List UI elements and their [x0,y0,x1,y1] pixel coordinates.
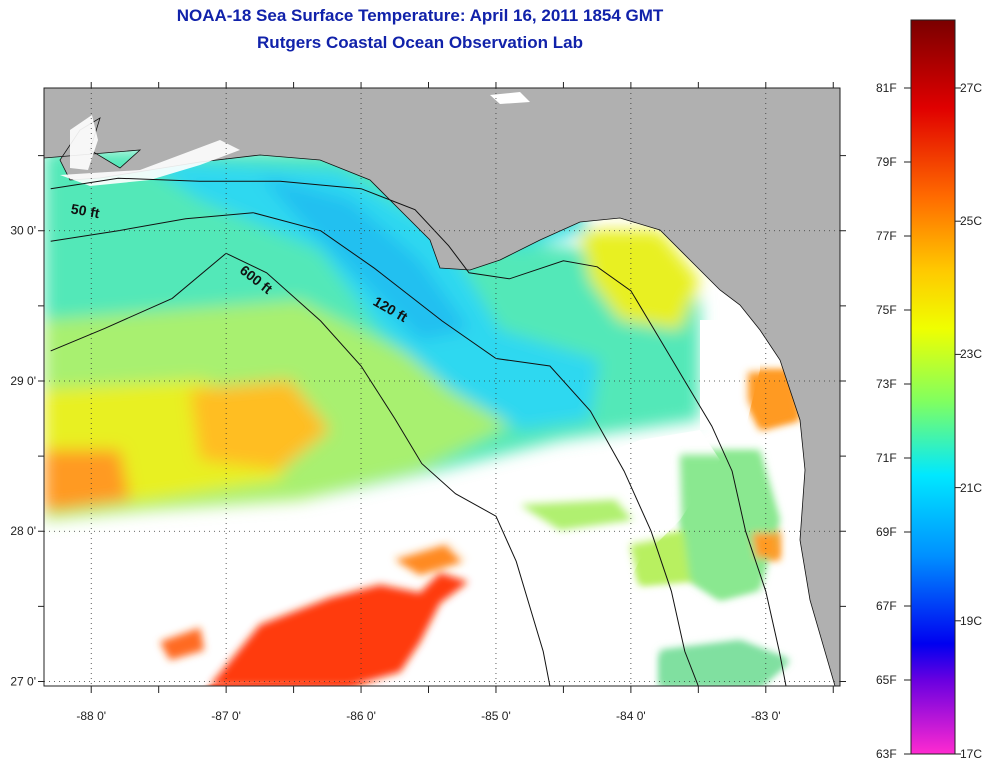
contour-line-2 [50,252,551,686]
lon-tick-label: -88 0' [76,709,106,723]
coastal-bay [60,140,240,186]
contour-line-0 [50,177,787,686]
colorbar-f-label: 81F [876,81,897,95]
lat-tick-label: 27 0' [10,674,36,688]
map-title: NOAA-18 Sea Surface Temperature: April 1… [176,6,664,25]
colorbar-ticks [904,87,961,755]
lat-tick-label: 28 0' [10,524,36,538]
lon-tick-label: -83 0' [751,709,781,723]
colorbar [910,19,956,755]
colorbar-f-label: 79F [876,155,897,169]
colorbar-f-label: 65F [876,673,897,687]
lon-tick-label: -87 0' [211,709,241,723]
sst-field [44,150,700,520]
colorbar-c-label: 23C [960,347,983,362]
colorbar-f-label: 75F [876,303,897,317]
colorbar-f-label: 67F [876,599,897,613]
inland-lake [490,92,530,104]
colorbar-f-label: 63F [876,747,897,761]
colorbar-c-label: 27C [960,81,983,95]
map-frame [43,87,841,687]
colorbar-c-label: 17C [960,747,983,761]
colorbar-f-label: 77F [876,229,897,243]
cloud-region-east [700,320,760,430]
colorbar-f-label: 69F [876,525,897,539]
lon-tick-label: -84 0' [616,709,646,723]
colorbar-f-label: 73F [876,377,897,391]
contour-label-0: 50 ft [70,200,101,221]
axis-ticks: -88 0' -87 0' -86 0' -85 0' -84 0' -83 0' 30 0… [10,82,846,723]
colorbar-c-label: 25C [960,214,983,229]
lat-tick-label: 29 0' [10,374,36,388]
lon-tick-label: -85 0' [481,709,511,723]
lat-tick-label: 30 0' [10,224,36,238]
cloud-region [44,430,720,686]
colorbar-c-label: 19C [960,613,983,628]
colorbar-c-label: 21C [960,480,983,495]
colorbar-f-label: 71F [876,451,897,465]
map-subtitle: Rutgers Coastal Ocean Observation Lab [257,33,583,52]
lon-tick-label: -86 0' [346,709,376,723]
